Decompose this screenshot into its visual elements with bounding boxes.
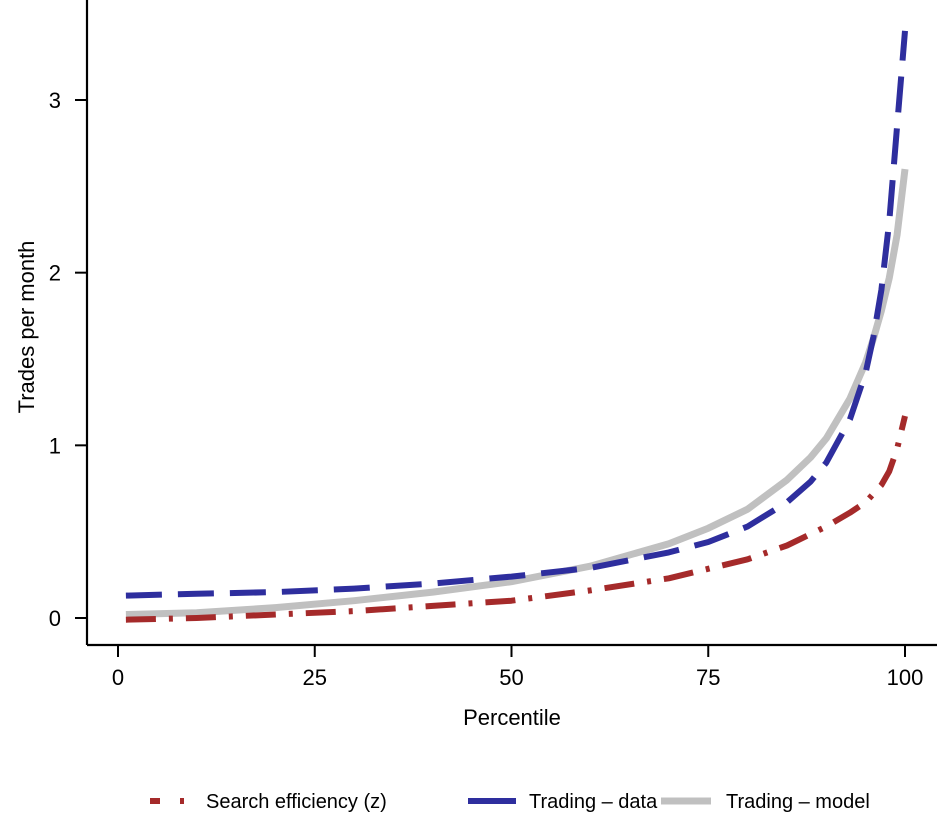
series-line-2 bbox=[125, 30, 908, 599]
x-tick-label: 50 bbox=[499, 665, 523, 690]
x-axis-ticks: 0 25 50 75 100 bbox=[112, 645, 923, 690]
y-axis-title: Trades per month bbox=[14, 241, 39, 414]
x-tick-label: 100 bbox=[887, 665, 924, 690]
y-tick-label: 2 bbox=[49, 261, 61, 286]
series-line-1 bbox=[125, 415, 908, 623]
x-tick-label: 25 bbox=[303, 665, 327, 690]
y-tick-label: 0 bbox=[49, 606, 61, 631]
legend: Search efficiency (z) Trading – data Tradi… bbox=[150, 791, 870, 813]
legend-label-1: Search efficiency (z) bbox=[206, 791, 387, 813]
legend-label-3: Trading – model bbox=[726, 791, 870, 813]
legend-label-2: Trading – data bbox=[529, 791, 658, 813]
y-tick-label: 3 bbox=[49, 88, 61, 113]
x-axis-title: Percentile bbox=[463, 705, 561, 730]
y-tick-label: 1 bbox=[49, 433, 61, 458]
series-layer bbox=[125, 30, 909, 623]
y-axis-ticks: 0 1 2 3 bbox=[49, 88, 87, 631]
x-tick-label: 75 bbox=[696, 665, 720, 690]
x-tick-label: 0 bbox=[112, 665, 124, 690]
